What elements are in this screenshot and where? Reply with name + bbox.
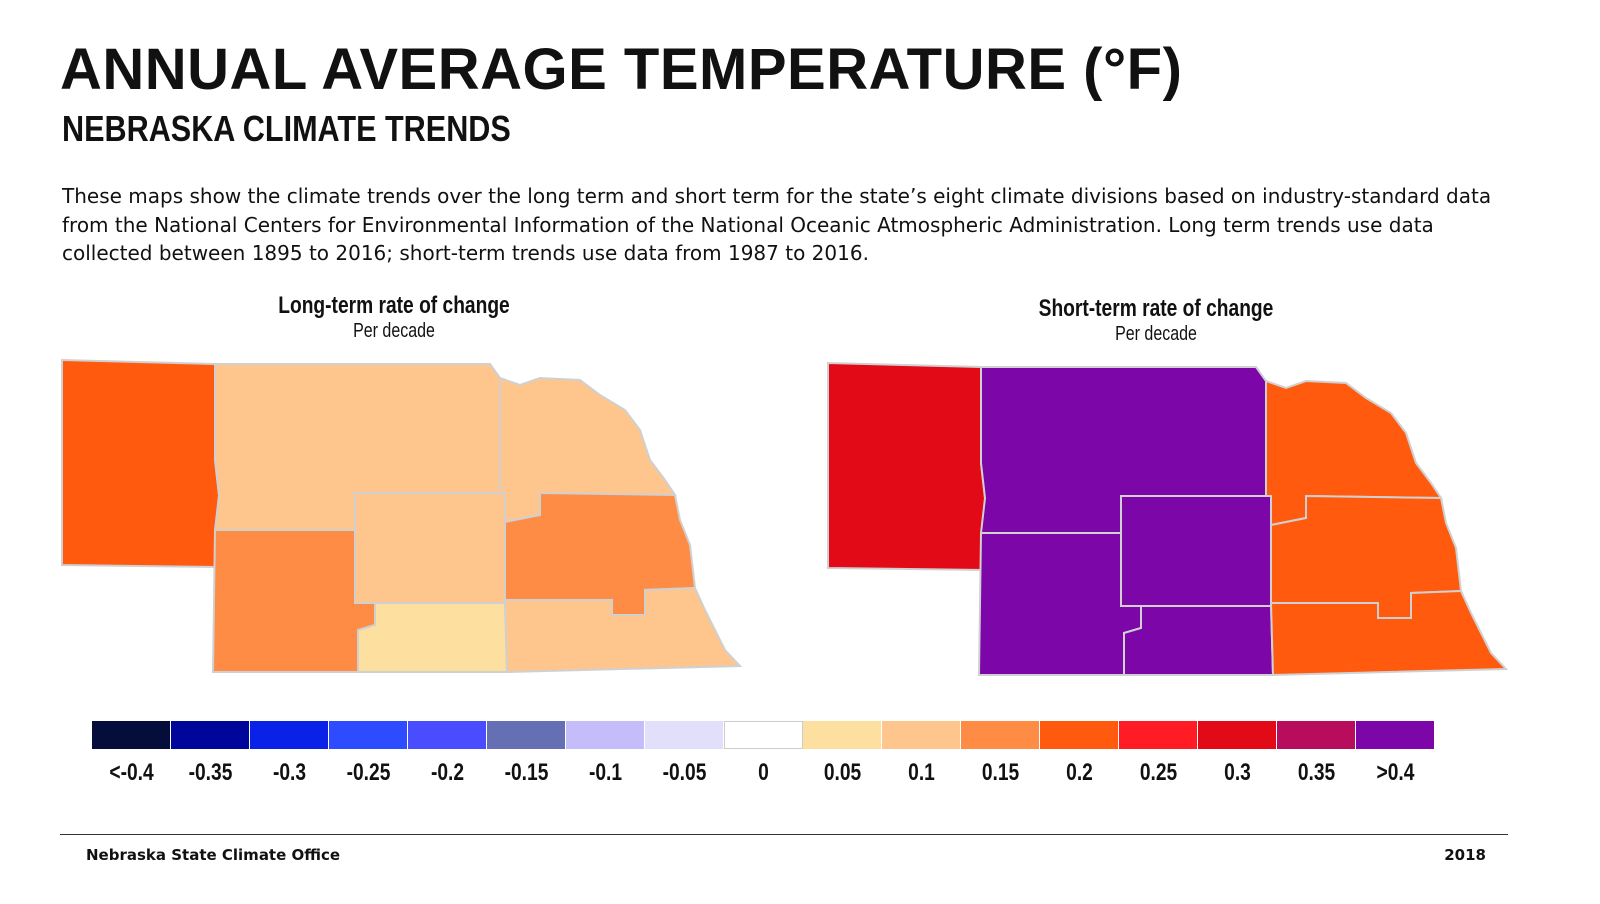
legend-swatch [645,721,724,749]
legend-swatch [1119,721,1198,749]
division-central [354,492,506,604]
division-southeast [503,586,743,674]
division-south-central [1123,605,1275,676]
legend-item: 0.1 [882,721,961,787]
legend-label: -0.1 [588,759,623,786]
page-title: ANNUAL AVERAGE TEMPERATURE (°F) [60,37,1183,102]
legend-swatch [250,721,329,749]
map-heading: Short-term rate of change [1038,295,1274,322]
legend-item: 0.15 [961,721,1040,787]
legend-item: -0.05 [645,721,724,787]
legend-swatch [487,721,566,749]
legend-swatch [1277,721,1356,749]
footer-divider [60,834,1508,835]
legend-label: 0.35 [1297,759,1336,786]
long-term-map [61,358,743,674]
legend-item: 0.35 [1277,721,1356,787]
legend-swatch [1198,721,1277,749]
legend-label: -0.2 [430,759,465,786]
legend-item: >0.4 [1356,721,1435,787]
division-panhandle [61,358,221,569]
legend-item: -0.2 [408,721,487,787]
legend-swatch [566,721,645,749]
division-southwest [977,532,1142,676]
legend-label: 0.25 [1139,759,1178,786]
color-legend: <-0.4 -0.35 -0.3 -0.25 -0.2 -0.15 -0.1 -0.05 0 0.… [92,721,1435,787]
footer-source: Nebraska State Climate Office [86,846,341,864]
legend-swatch [803,721,882,749]
legend-label: 0.05 [823,759,862,786]
maps-svg [61,358,1509,677]
legend-swatch [1356,721,1435,749]
legend-item: 0.3 [1198,721,1277,787]
page-subtitle: NEBRASKA CLIMATE TRENDS [62,108,511,149]
legend-label: -0.25 [346,759,391,786]
legend-label: 0.1 [908,759,935,786]
division-southeast [1269,589,1509,677]
legend-label: <-0.4 [109,759,154,786]
legend-item: -0.15 [487,721,566,787]
legend-label: 0 [758,759,769,786]
legend-swatch [408,721,487,749]
legend-label: 0.3 [1224,759,1251,786]
description: These maps show the climate trends over … [62,184,1492,265]
legend-label: -0.05 [662,759,707,786]
short-term-map-title: Short-term rate of change Per decade [956,295,1356,346]
legend-swatch [329,721,408,749]
legend-item: 0.2 [1040,721,1119,787]
division-south-central [357,602,509,673]
map-subheading: Per decade [353,320,435,342]
legend-item: 0 [724,721,803,787]
legend-label: -0.15 [504,759,549,786]
legend-swatch [724,721,803,749]
legend-label: -0.35 [188,759,233,786]
map-subheading: Per decade [1115,323,1197,345]
legend-label: -0.3 [272,759,307,786]
legend-item: 0.05 [803,721,882,787]
legend-item: -0.25 [329,721,408,787]
footer-year: 2018 [1444,846,1486,864]
legend-swatch [1040,721,1119,749]
division-central [1120,495,1272,607]
legend-label: 0.15 [981,759,1020,786]
long-term-map-title: Long-term rate of change Per decade [194,292,594,343]
legend-item: -0.3 [250,721,329,787]
legend-item: -0.1 [566,721,645,787]
legend-swatch [882,721,961,749]
legend-label: >0.4 [1376,759,1415,786]
legend-swatch [171,721,250,749]
legend-swatch [961,721,1040,749]
legend-item: -0.35 [171,721,250,787]
map-heading: Long-term rate of change [278,292,510,319]
legend-label: 0.2 [1066,759,1093,786]
legend-item: 0.25 [1119,721,1198,787]
legend-item: <-0.4 [92,721,171,787]
legend-swatch [92,721,171,749]
division-southwest [211,529,376,673]
division-panhandle [827,361,987,572]
short-term-map [827,361,1509,677]
